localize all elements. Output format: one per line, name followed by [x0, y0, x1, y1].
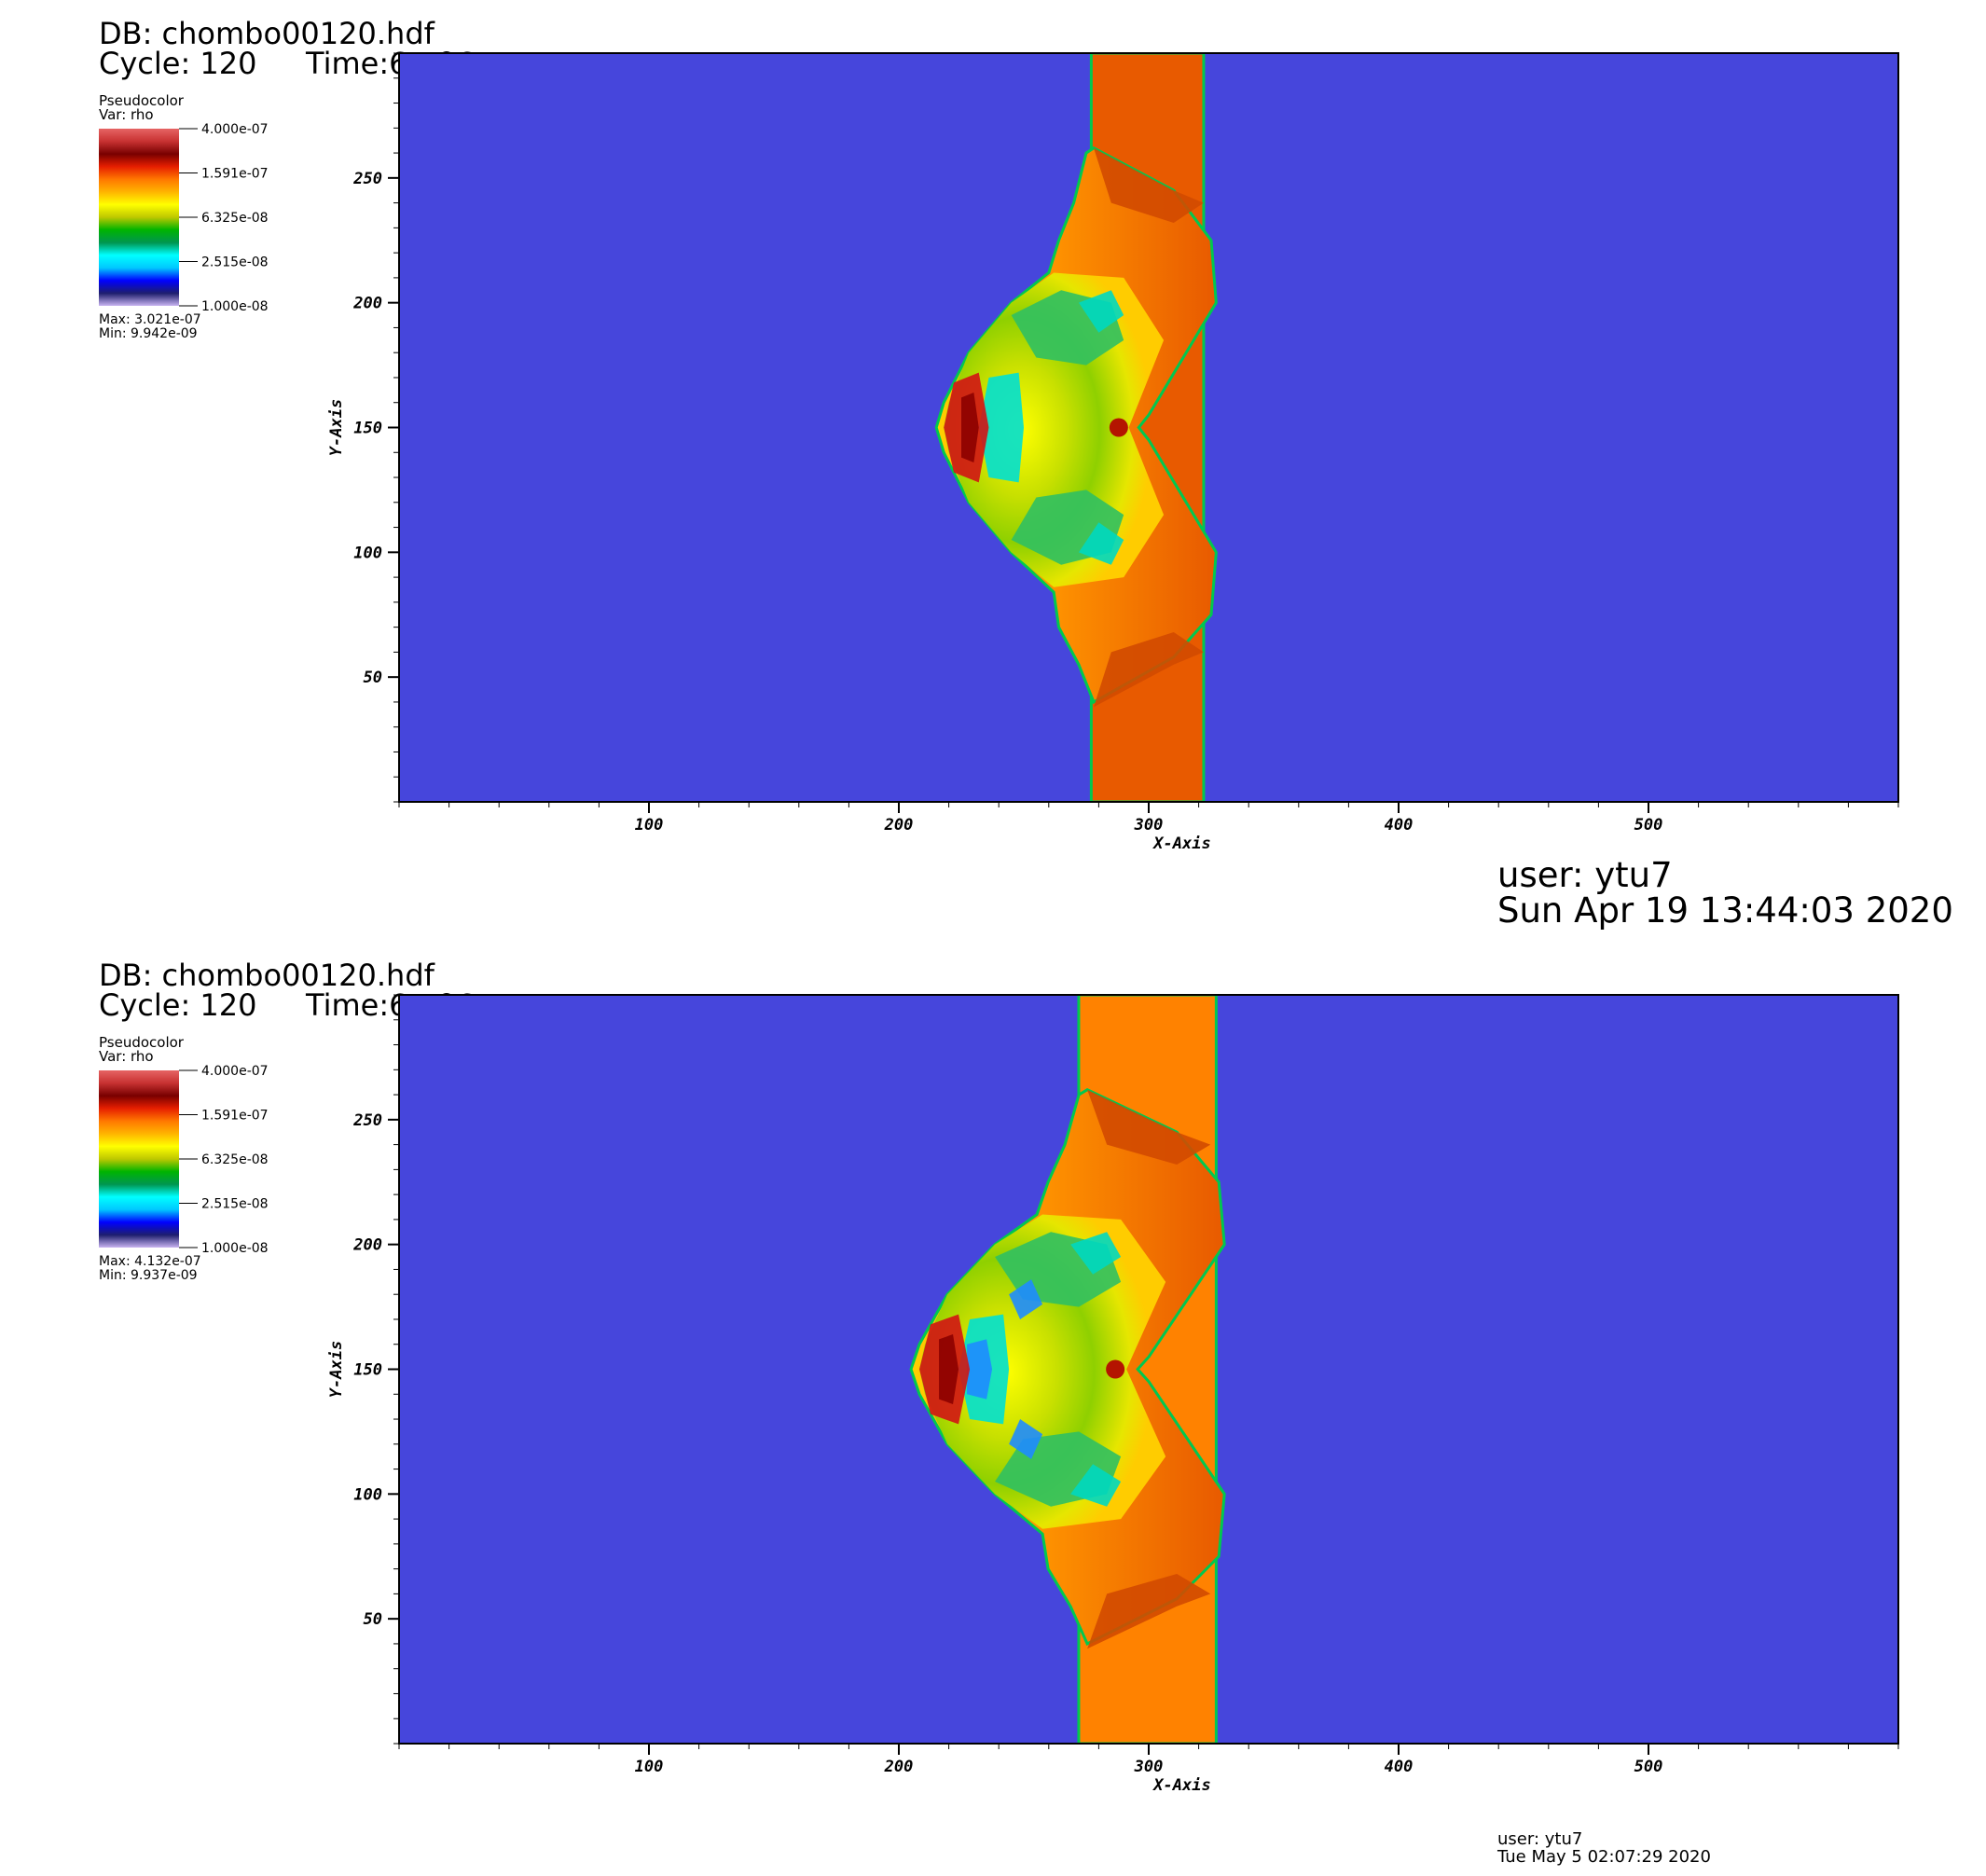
hot-spot — [1109, 418, 1128, 437]
cavity — [978, 372, 1024, 483]
colorbar — [99, 129, 179, 306]
colorbar-tick-label: 6.325e-08 — [201, 211, 269, 226]
x-tick-label: 400 — [1385, 816, 1414, 835]
x-tick-label: 100 — [635, 1758, 664, 1776]
x-tick-label: 200 — [884, 816, 914, 835]
plot-panel-top: DB: chombo00120.hdf Cycle: 120 Time:6e-0… — [0, 0, 1986, 932]
y-axis-title: Y-Axis — [327, 399, 346, 456]
x-tick-label: 500 — [1634, 816, 1663, 835]
y-tick-label: 50 — [364, 1610, 382, 1629]
lobe-shadow-lower — [1087, 1573, 1211, 1649]
lobe-shadow-upper — [1094, 147, 1204, 224]
colorbar-tick-label: 4.000e-07 — [201, 1064, 269, 1079]
y-tick-label: 150 — [353, 420, 382, 438]
cycle-value: Cycle: 120 — [99, 987, 257, 1023]
y-axis-title: Y-Axis — [327, 1341, 346, 1398]
dense-shell-core — [961, 393, 979, 462]
date-label: Sun Apr 19 13:44:03 2020 — [1497, 890, 1953, 931]
db-label: DB: chombo00120.hdf — [99, 958, 434, 993]
legend-var: Var: rho — [99, 106, 154, 123]
y-tick-label: 200 — [352, 295, 382, 313]
cycle-value: Cycle: 120 — [99, 46, 257, 81]
blue-spot-upper — [1009, 1279, 1043, 1319]
legend-min: Min: 9.937e-09 — [99, 1268, 198, 1283]
user-stamp: user: ytu7 Sun Apr 19 13:44:03 2020 — [1497, 858, 1953, 929]
y-tick-label: 100 — [353, 544, 382, 562]
colorbar-tick-label: 1.000e-08 — [201, 299, 269, 314]
x-axis-title: X-Axis — [1152, 835, 1210, 853]
y-tick-label: 250 — [352, 1111, 382, 1130]
y-tick-label: 100 — [353, 1485, 382, 1504]
date-label: Tue May 5 02:07:29 2020 — [1497, 1847, 1711, 1867]
plot-panel-bottom: DB: chombo00120.hdf Cycle: 120 Time:6e-0… — [0, 942, 1986, 1874]
blue-core — [967, 1339, 993, 1400]
y-tick-label: 150 — [353, 1361, 382, 1380]
colorbar-tick-label: 6.325e-08 — [201, 1152, 269, 1167]
y-tick-label: 250 — [352, 170, 382, 188]
user-label: user: ytu7 — [1497, 1829, 1583, 1849]
legend-max: Max: 3.021e-07 — [99, 312, 201, 327]
colorbar-tick-label: 1.591e-07 — [201, 1109, 269, 1124]
cyan-pocket-lower — [1070, 1464, 1122, 1507]
density-plot-bottom: 100 200 300 400 500 50 100 150 200 250 X-Axis Y-Axi… — [99, 994, 1899, 1795]
plot-area — [399, 53, 1898, 802]
legend-var: Var: rho — [99, 1048, 154, 1065]
colorbar — [99, 1070, 179, 1248]
x-tick-label: 500 — [1634, 1758, 1663, 1776]
blue-spot-lower — [1009, 1419, 1043, 1459]
cyan-pocket-lower — [1078, 522, 1124, 565]
y-tick-label: 200 — [352, 1236, 382, 1255]
db-label: DB: chombo00120.hdf — [99, 16, 434, 51]
cyan-pocket-upper — [1078, 290, 1124, 333]
x-tick-label: 300 — [1134, 1758, 1164, 1776]
colorbar-tick-label: 4.000e-07 — [201, 122, 269, 137]
hot-spot — [1106, 1359, 1125, 1379]
x-tick-label: 200 — [884, 1758, 914, 1776]
density-plot-top: 100 200 300 400 500 50 100 150 200 250 X-Axis Y-Axi… — [99, 52, 1899, 853]
legend-plot-type: Pseudocolor — [99, 92, 184, 109]
colorbar-tick-label: 2.515e-08 — [201, 255, 269, 270]
dense-shell-core — [939, 1334, 959, 1404]
user-label: user: ytu7 — [1497, 855, 1673, 895]
lobe-shadow-upper — [1087, 1089, 1211, 1166]
x-tick-label: 100 — [635, 816, 664, 835]
colorbar-tick-label: 1.591e-07 — [201, 167, 269, 182]
legend-min: Min: 9.942e-09 — [99, 326, 198, 341]
plot-area — [399, 995, 1898, 1744]
x-tick-label: 300 — [1134, 816, 1164, 835]
legend-plot-type: Pseudocolor — [99, 1034, 184, 1051]
y-tick-label: 50 — [364, 669, 382, 687]
colorbar-tick-label: 2.515e-08 — [201, 1197, 269, 1212]
lobe-shadow-lower — [1094, 631, 1204, 708]
user-stamp: user: ytu7 Tue May 5 02:07:29 2020 — [1497, 1830, 1711, 1866]
x-tick-label: 400 — [1385, 1758, 1414, 1776]
legend-max: Max: 4.132e-07 — [99, 1254, 201, 1269]
x-axis-title: X-Axis — [1152, 1776, 1210, 1795]
colorbar-tick-label: 1.000e-08 — [201, 1241, 269, 1256]
cyan-pocket-upper — [1070, 1232, 1122, 1275]
